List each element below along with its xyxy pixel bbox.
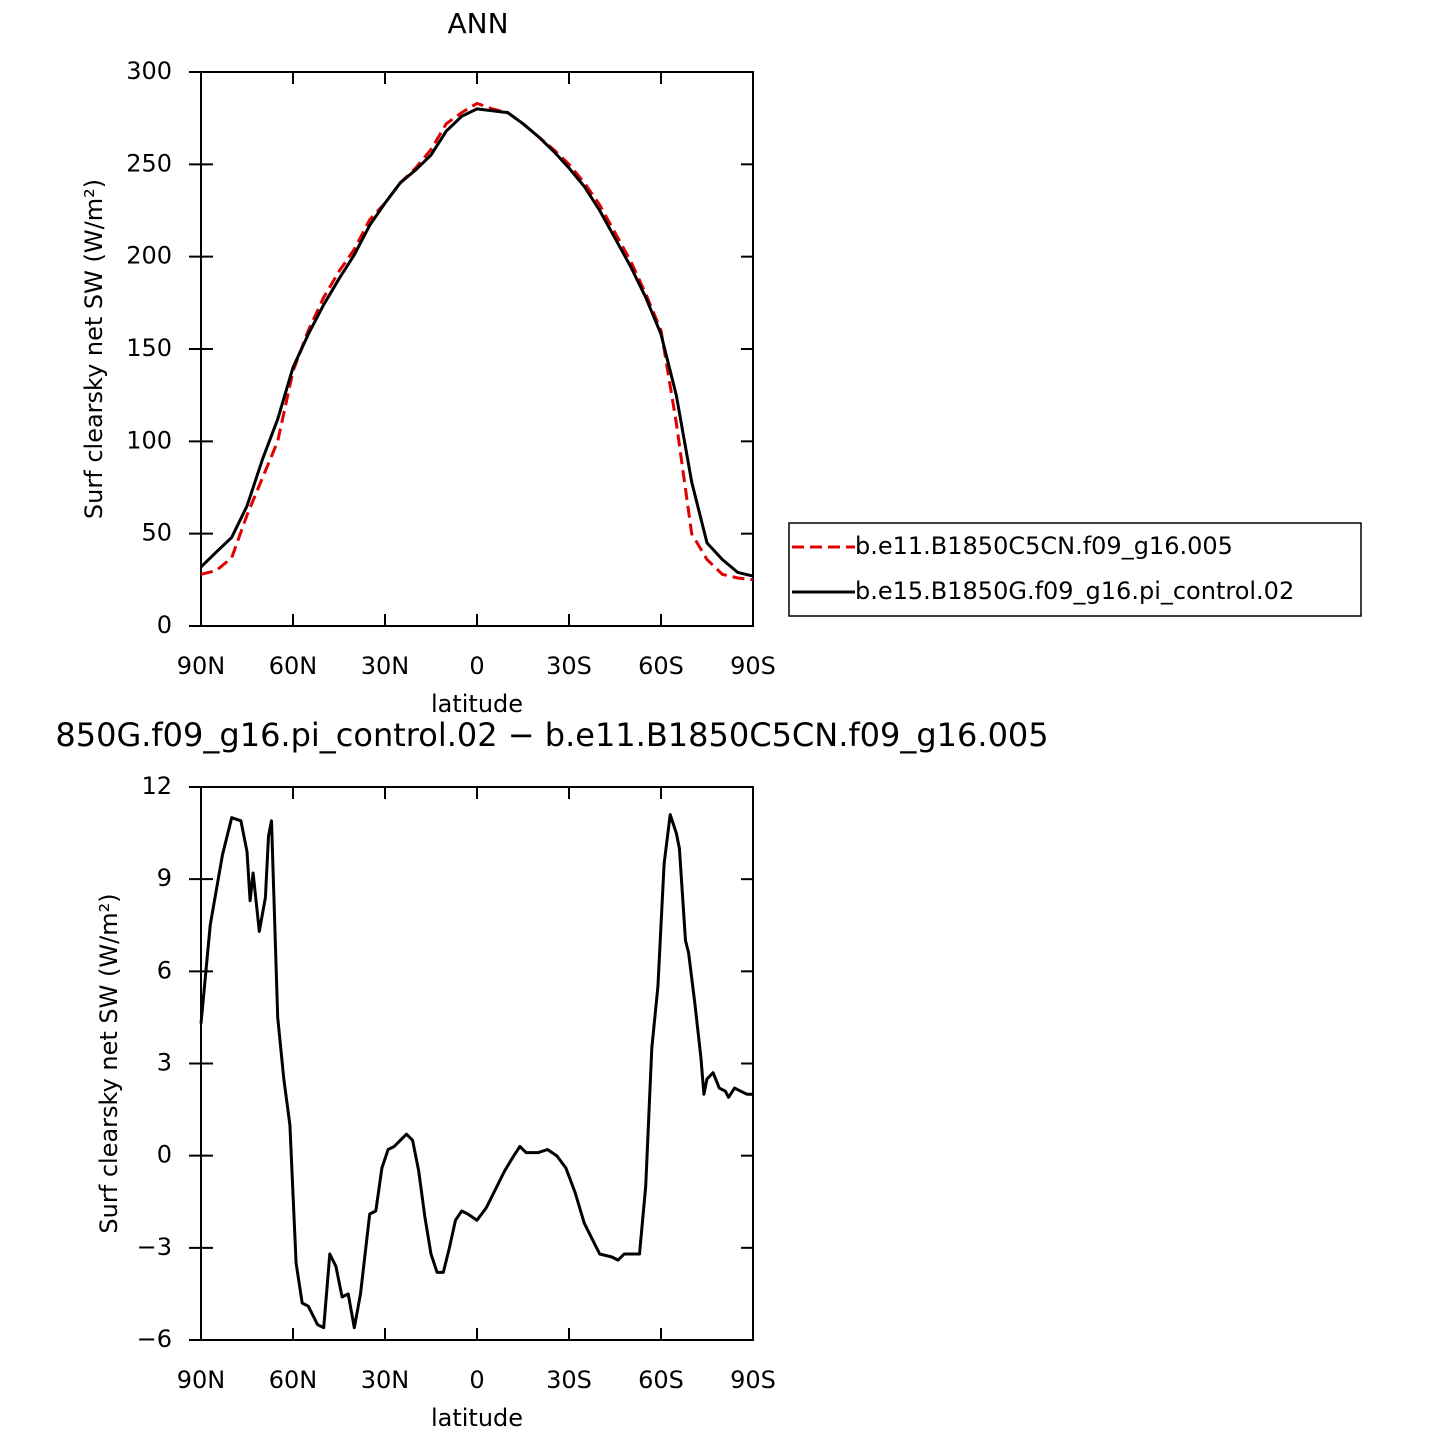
x-tick-label: 90N	[177, 652, 226, 680]
x-axis-label: latitude	[431, 690, 523, 718]
y-axis-label: Surf clearsky net SW (W/m²)	[80, 179, 108, 519]
y-tick-label: 3	[157, 1049, 172, 1077]
x-tick-label: 0	[469, 1366, 484, 1394]
y-tick-label: 200	[126, 242, 172, 270]
y-tick-label: 50	[141, 519, 172, 547]
y-tick-label: 150	[126, 334, 172, 362]
x-tick-label: 60N	[269, 652, 318, 680]
x-tick-label: 60S	[638, 652, 684, 680]
x-tick-label: 90S	[730, 1366, 776, 1394]
series-line	[199, 813, 753, 1330]
plot-frame	[200, 71, 754, 627]
x-tick-label: 90N	[177, 1366, 226, 1394]
x-tick-label: 30S	[546, 652, 592, 680]
y-tick-label: 0	[157, 1141, 172, 1169]
y-tick-label: −3	[137, 1233, 172, 1261]
x-tick-label: 30N	[361, 652, 410, 680]
x-axis-label: latitude	[431, 1404, 523, 1432]
legend-label: b.e15.B1850G.f09_g16.pi_control.02	[855, 577, 1294, 605]
legend-label: b.e11.B1850C5CN.f09_g16.005	[855, 532, 1233, 560]
plot-frame	[200, 786, 754, 1341]
x-tick-label: 30N	[361, 1366, 410, 1394]
x-tick-label: 30S	[546, 1366, 592, 1394]
x-tick-label: 60S	[638, 1366, 684, 1394]
chart-title: ANN	[447, 7, 508, 40]
y-tick-label: 9	[157, 864, 172, 892]
series-line	[199, 107, 754, 578]
y-tick-label: 250	[126, 149, 172, 177]
y-tick-label: 300	[126, 57, 172, 85]
x-tick-label: 0	[469, 652, 484, 680]
y-tick-label: 100	[126, 426, 172, 454]
chart-title: 850G.f09_g16.pi_control.02 − b.e11.B1850…	[55, 716, 1048, 754]
y-tick-label: 12	[141, 772, 172, 800]
x-tick-label: 90S	[730, 652, 776, 680]
y-tick-label: 0	[157, 611, 172, 639]
y-tick-label: 6	[157, 956, 172, 984]
y-axis-label: Surf clearsky net SW (W/m²)	[95, 893, 123, 1233]
series-line	[200, 101, 754, 582]
x-tick-label: 60N	[269, 1366, 318, 1394]
y-tick-label: −6	[137, 1325, 172, 1353]
legend-box	[788, 522, 1362, 617]
